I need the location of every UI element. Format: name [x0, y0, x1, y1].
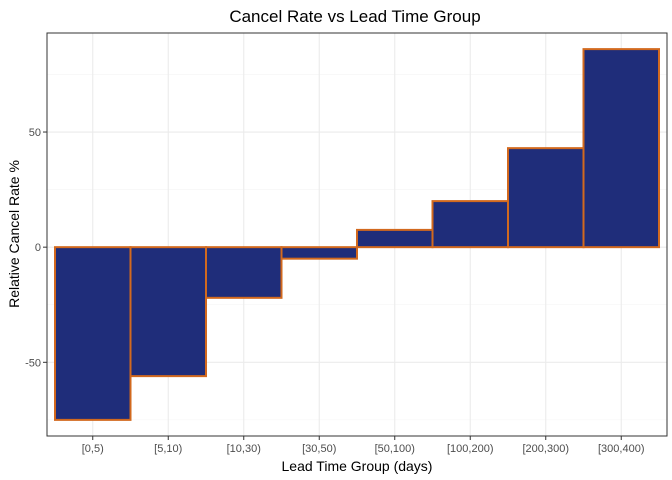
- x-axis: [0,5) [5,10) [10,30) [30,50) [50,100) [100,20…: [82, 436, 644, 455]
- bars: [54, 48, 660, 421]
- x-tick-label: [300,400): [598, 443, 644, 455]
- bar: [582, 48, 660, 249]
- x-tick-label: [0,5): [82, 443, 104, 455]
- y-tick-label: 50: [29, 127, 41, 139]
- y-tick-label: -50: [25, 357, 41, 369]
- panel-border: [46, 32, 668, 437]
- x-tick-label: [10,30): [227, 443, 261, 455]
- chart-title: Cancel Rate vs Lead Time Group: [229, 7, 480, 26]
- y-axis-title: Relative Cancel Rate %: [6, 160, 22, 308]
- bar: [129, 246, 207, 378]
- x-tick-label: [5,10): [154, 443, 182, 455]
- x-tick-label: [30,50): [302, 443, 336, 455]
- x-tick-label: [100,200): [447, 443, 493, 455]
- x-tick-label: [200,300): [523, 443, 569, 455]
- x-tick-label: [50,100): [375, 443, 415, 455]
- bar: [205, 246, 283, 299]
- y-tick-label: 0: [35, 242, 41, 254]
- bar: [431, 200, 509, 249]
- bar: [280, 246, 358, 260]
- bar: [507, 147, 585, 249]
- y-axis: -50 0 50: [25, 127, 47, 369]
- x-axis-title: Lead Time Group (days): [282, 458, 433, 474]
- bar: [356, 228, 434, 249]
- bar: [54, 246, 132, 421]
